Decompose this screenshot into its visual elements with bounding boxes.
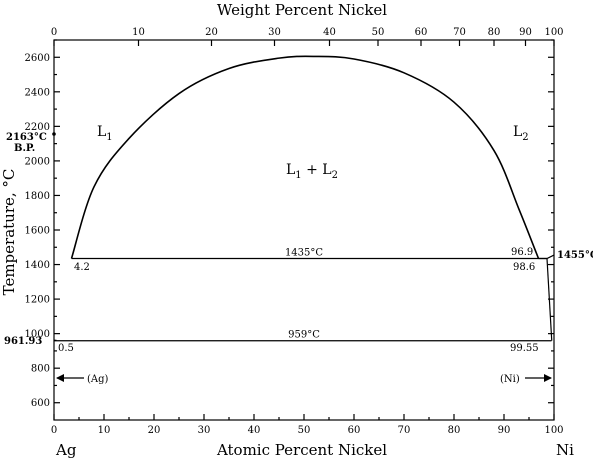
- boundary-segment: [546, 258, 553, 341]
- composition-4-2: 4.2: [74, 262, 90, 273]
- region-l2: L2: [513, 124, 529, 143]
- bottom-tick-label: 100: [544, 425, 563, 436]
- composition-0-5: 0.5: [58, 343, 74, 354]
- bottom-tick-label: 60: [348, 425, 361, 436]
- bp-label: B.P.: [14, 143, 35, 154]
- region-l1: L1: [97, 124, 113, 143]
- top-tick-label: 40: [323, 27, 336, 38]
- left-tick-label: 1600: [25, 226, 50, 237]
- left-tick-label: 1200: [25, 295, 50, 306]
- region-l1-plus-l2: L1 + L2: [286, 162, 338, 181]
- composition-96-9: 96.9: [511, 247, 533, 258]
- bottom-tick-label: 30: [198, 425, 211, 436]
- top-tick-label: 60: [415, 27, 428, 38]
- bottom-axis: 0 10 20 30 40 50 60 70 80 90 100: [51, 414, 564, 436]
- top-tick-label: 0: [51, 27, 57, 38]
- left-tick-label: 1000: [25, 329, 50, 340]
- bp-marker: [52, 132, 56, 136]
- bottom-tick-label: 40: [248, 425, 261, 436]
- ag-phase-arrow: [56, 374, 84, 382]
- bottom-tick-label: 70: [398, 425, 411, 436]
- bottom-tick-label: 80: [448, 425, 461, 436]
- miscibility-gap-curve: [70, 55, 540, 259]
- isotherm-label: 1435°C: [285, 248, 323, 259]
- top-tick-label: 90: [519, 27, 532, 38]
- left-tick-label: 2200: [25, 122, 50, 133]
- ag-melting-label: 961.93: [4, 336, 42, 347]
- left-element-label: Ag: [55, 441, 77, 459]
- bottom-axis-title: Atomic Percent Nickel: [216, 441, 387, 459]
- left-tick-label: 2400: [25, 87, 50, 98]
- bottom-tick-label: 50: [298, 425, 311, 436]
- ni-phase-label: (Ni): [500, 374, 520, 385]
- right-element-label: Ni: [556, 441, 574, 459]
- top-tick-label: 100: [544, 27, 563, 38]
- left-tick-label: 600: [31, 398, 50, 409]
- bottom-tick-label: 90: [498, 425, 511, 436]
- left-tick-label: 2000: [25, 156, 50, 167]
- top-tick-label: 80: [488, 27, 501, 38]
- phase-boundaries: [53, 254, 555, 341]
- top-tick-label: 30: [268, 27, 281, 38]
- top-tick-label: 50: [372, 27, 385, 38]
- plot-frame: [53, 39, 555, 421]
- ni-phase-arrow: [525, 374, 552, 382]
- ni-melting-label: 1455°C: [557, 250, 593, 261]
- ag-phase-label: (Ag): [87, 374, 109, 385]
- bp-value-label: 2163°C: [6, 132, 47, 143]
- left-tick-label: 800: [31, 364, 50, 375]
- top-axis: 0 10 20 30 40 50 60 70 80 90 100: [51, 27, 564, 46]
- bottom-tick-label: 10: [98, 425, 111, 436]
- top-tick-label: 20: [205, 27, 218, 38]
- invariant-lines: 1435°C 959°C: [54, 248, 552, 342]
- top-tick-label: 10: [132, 27, 145, 38]
- bottom-tick-label: 20: [148, 425, 161, 436]
- boundary-segment: [538, 254, 555, 260]
- bottom-tick-label: 0: [51, 425, 57, 436]
- left-tick-label: 2600: [25, 53, 50, 64]
- left-tick-label: 1800: [25, 191, 50, 202]
- left-axis: 600 800 1000 1200 1400 1600 1800 2000 2200 2400 26…: [25, 39, 554, 409]
- composition-99-55: 99.55: [510, 343, 539, 354]
- top-tick-label: 70: [453, 27, 466, 38]
- y-axis-title: Temperature, °C: [0, 169, 18, 296]
- left-tick-label: 1400: [25, 260, 50, 271]
- isotherm-label: 959°C: [288, 330, 320, 341]
- top-axis-title: Weight Percent Nickel: [217, 1, 387, 19]
- composition-98-6: 98.6: [513, 262, 535, 273]
